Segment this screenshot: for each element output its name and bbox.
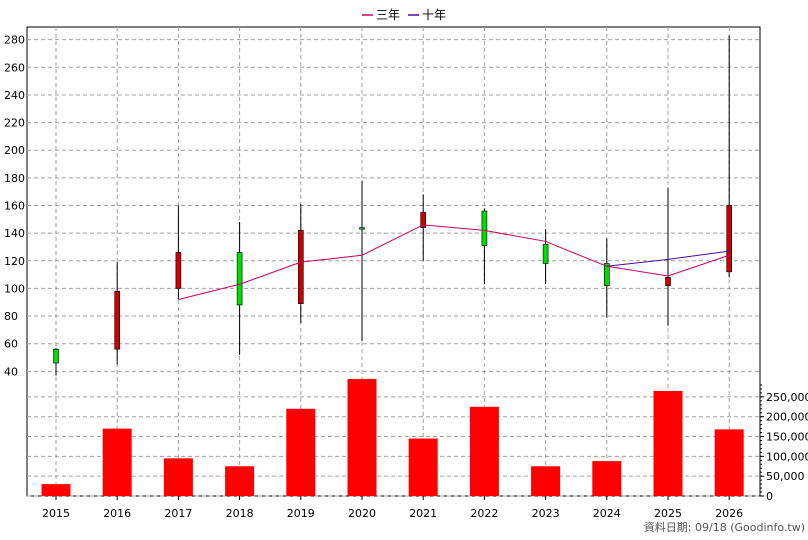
volume-tick-label: 50,000 — [766, 470, 805, 483]
x-tick-label: 2015 — [42, 507, 70, 520]
price-tick-label: 240 — [4, 89, 25, 102]
x-tick-label: 2024 — [593, 507, 621, 520]
price-tick-label: 80 — [4, 310, 18, 323]
volume-axis: 0 50,000 100,000 150,000 200,000 250,000 — [760, 384, 808, 503]
price-tick-label: 140 — [4, 227, 25, 240]
volume-bar — [592, 461, 622, 496]
x-tick-label: 2020 — [348, 507, 376, 520]
volume-tick-label: 150,000 — [766, 431, 808, 444]
price-tick-label: 220 — [4, 117, 25, 130]
candle-body — [114, 290, 120, 350]
volume-bar — [653, 390, 683, 496]
x-tick-label: 2016 — [103, 507, 131, 520]
volume-bar — [102, 428, 132, 496]
price-tick-label: 200 — [4, 144, 25, 157]
volume-bar — [163, 458, 193, 496]
candle-body — [359, 227, 365, 230]
candle-body — [236, 252, 243, 306]
price-tick-label: 60 — [4, 338, 18, 351]
legend-label-3yr: 三年 — [376, 8, 400, 22]
candle-body — [726, 205, 733, 273]
x-tick-label: 2026 — [715, 507, 743, 520]
volume-bar — [347, 379, 377, 496]
x-tick-label: 2019 — [287, 507, 315, 520]
volume-tick-label: 250,000 — [766, 391, 808, 404]
footer-source: 資料日期: 09/18 (Goodinfo.tw) — [644, 520, 805, 534]
price-axis: 40 60 80 100 120 140 160 180 200 220 240 260 280 — [4, 34, 25, 379]
volume-bar — [714, 429, 744, 496]
price-tick-label: 120 — [4, 255, 25, 268]
x-tick-label: 2018 — [226, 507, 254, 520]
volume-bar — [531, 466, 561, 496]
moving-average-lines — [178, 224, 730, 300]
x-tick-label: 2022 — [470, 507, 498, 520]
volume-bar — [408, 438, 438, 496]
line-3yr — [178, 224, 730, 300]
price-tick-label: 100 — [4, 282, 25, 295]
volume-bar — [286, 408, 316, 496]
legend: 三年 十年 — [362, 8, 446, 22]
x-axis: 2015 2016 2017 2018 2019 2020 2021 2022 2023 2024… — [42, 496, 743, 520]
legend-label-10yr: 十年 — [422, 8, 446, 22]
candle-body — [297, 230, 304, 304]
price-tick-label: 40 — [4, 365, 18, 378]
line-10yr — [606, 250, 730, 267]
x-tick-label: 2023 — [532, 507, 560, 520]
candle-body — [420, 212, 427, 228]
volume-tick-label: 200,000 — [766, 411, 808, 424]
volume-tick-label: 0 — [766, 490, 773, 503]
candlesticks — [53, 35, 733, 376]
candle-body — [53, 348, 59, 364]
candle-body — [175, 252, 182, 289]
candle-body — [603, 263, 610, 286]
volume-bars — [41, 379, 744, 496]
x-tick-label: 2017 — [164, 507, 192, 520]
price-tick-label: 160 — [4, 200, 25, 213]
candle-body — [542, 243, 549, 264]
volume-tick-label: 100,000 — [766, 450, 808, 463]
x-tick-label: 2021 — [409, 507, 437, 520]
price-tick-label: 280 — [4, 34, 25, 47]
price-tick-label: 180 — [4, 172, 25, 185]
volume-bar — [469, 406, 499, 496]
price-tick-label: 260 — [4, 61, 25, 74]
volume-bar — [225, 466, 255, 496]
candle-body — [665, 277, 671, 286]
volume-bar — [41, 484, 71, 496]
x-tick-label: 2025 — [654, 507, 682, 520]
candle-body — [481, 210, 488, 246]
